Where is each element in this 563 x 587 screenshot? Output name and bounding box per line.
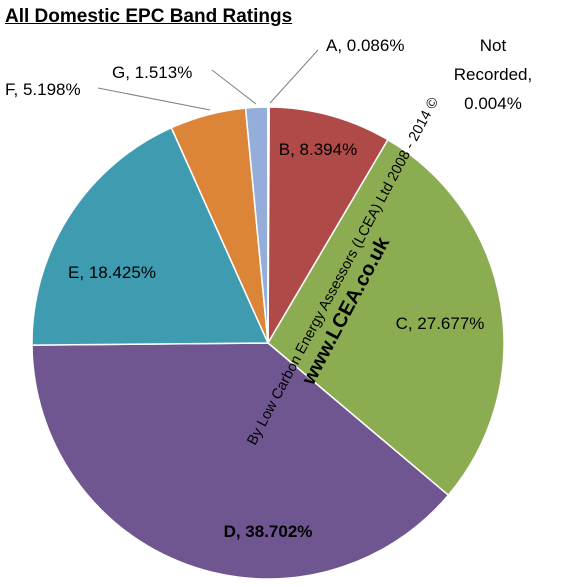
- slice-label-c: C, 27.677%: [396, 314, 485, 333]
- pie-slice-b: [267, 106, 389, 346]
- pie-slice-d: [31, 342, 450, 580]
- slice-label-not-recorded: 0.004%: [464, 94, 522, 113]
- slice-labels: A, 0.086% B, 8.394% C, 27.677% D, 38.702% E,…: [5, 36, 532, 541]
- slice-label-e: E, 18.425%: [68, 263, 156, 282]
- slice-label-a: A, 0.086%: [326, 36, 404, 55]
- chart-title: All Domestic EPC Band Ratings: [5, 6, 293, 27]
- slice-label-f: F, 5.198%: [5, 80, 81, 99]
- slice-label-g: G, 1.513%: [112, 63, 192, 82]
- leader-line-f: [97, 87, 211, 111]
- slice-label-not-recorded: Not: [480, 36, 507, 55]
- slice-label-not-recorded: Recorded,: [454, 65, 532, 84]
- pie-slice-c: [267, 138, 505, 497]
- leader-line-a: [269, 49, 319, 104]
- slice-label-d: D, 38.702%: [224, 522, 313, 541]
- pie-slices: [31, 106, 505, 580]
- leader-lines: [97, 49, 319, 111]
- pie-slice-e: [31, 126, 270, 346]
- slice-label-b: B, 8.394%: [279, 140, 357, 159]
- leader-line-g: [211, 69, 257, 105]
